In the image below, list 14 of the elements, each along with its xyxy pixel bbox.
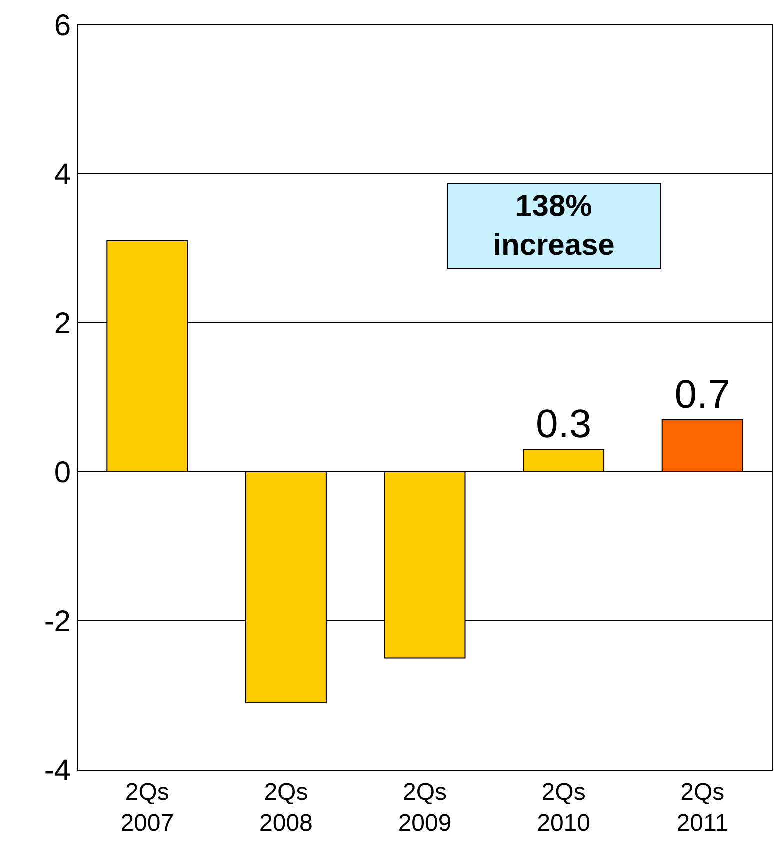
x-tick-label: 2Qs 2007 <box>120 778 174 837</box>
x-tick-label: 2Qs 2010 <box>537 778 590 837</box>
y-tick-label: 2 <box>54 308 71 340</box>
x-tick-label: 2Qs 2011 <box>676 778 728 837</box>
y-tick-label: 0 <box>54 456 71 490</box>
x-tick-label: 2Qs 2009 <box>398 778 452 837</box>
y-tick-label: -2 <box>44 606 71 638</box>
y-tick-label: 4 <box>54 158 71 192</box>
y-tick-label: -4 <box>44 754 71 788</box>
data-label: 0.7 <box>674 372 730 417</box>
x-tick-label: 2Qs 2008 <box>260 778 313 837</box>
annotation: 138% increase <box>493 190 615 262</box>
data-label: 0.3 <box>536 402 592 447</box>
y-tick-label: 6 <box>54 10 71 42</box>
